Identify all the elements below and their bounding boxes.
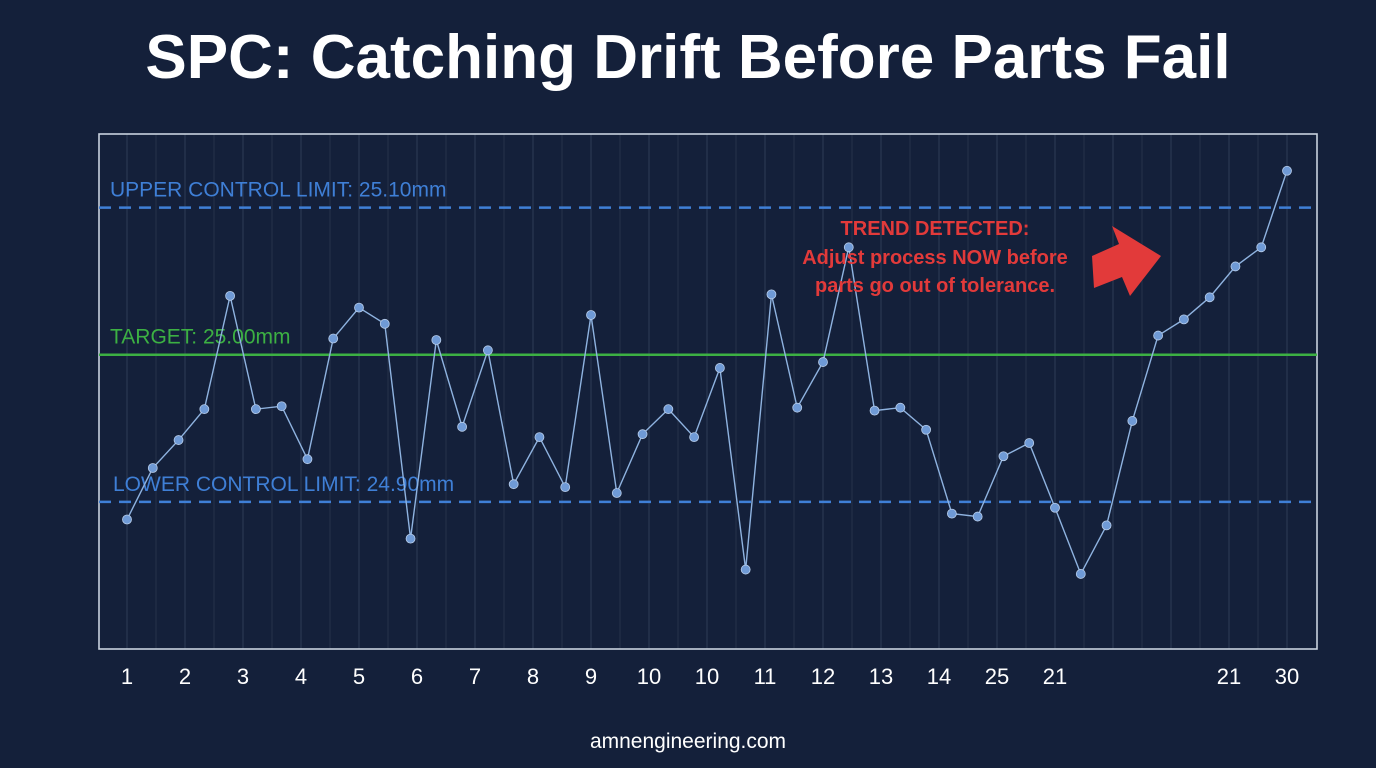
x-tick-label: 11 bbox=[754, 664, 777, 689]
target-label: TARGET: 25.00mm bbox=[110, 326, 291, 349]
trend-arrow-icon bbox=[1092, 226, 1161, 296]
x-tick-label: 14 bbox=[927, 664, 951, 689]
data-point bbox=[1230, 261, 1241, 272]
ucl-label: UPPER CONTROL LIMIT: 25.10mm bbox=[110, 179, 446, 202]
data-point bbox=[843, 242, 854, 253]
measurement-series bbox=[122, 165, 1292, 579]
data-point bbox=[1050, 502, 1060, 513]
data-point bbox=[354, 302, 364, 313]
control-limits: UPPER CONTROL LIMIT: 25.10mm LOWER CONTRO… bbox=[99, 179, 1317, 504]
data-point bbox=[457, 421, 468, 432]
data-point bbox=[560, 482, 571, 493]
data-point bbox=[405, 533, 416, 544]
data-point bbox=[147, 463, 158, 473]
annotation-line-3: parts go out of tolerance. bbox=[815, 275, 1055, 297]
data-point bbox=[1256, 242, 1267, 253]
data-point bbox=[276, 401, 287, 412]
data-point bbox=[869, 405, 880, 416]
data-point bbox=[328, 333, 339, 344]
data-point bbox=[1075, 569, 1086, 579]
data-point bbox=[740, 564, 751, 575]
data-point bbox=[714, 363, 725, 373]
data-point bbox=[250, 404, 261, 415]
x-tick-label: 4 bbox=[295, 664, 307, 689]
x-tick-label: 9 bbox=[585, 664, 597, 689]
x-tick-label: 3 bbox=[237, 664, 249, 689]
footer-source: amnengineering.com bbox=[589, 730, 787, 753]
data-point bbox=[431, 335, 442, 345]
data-point bbox=[766, 289, 777, 300]
x-tick-label: 2 bbox=[179, 664, 191, 689]
data-point bbox=[225, 290, 236, 301]
data-point bbox=[199, 404, 210, 415]
data-point bbox=[611, 488, 622, 498]
plot-area-frame bbox=[98, 133, 1318, 650]
series-line bbox=[126, 170, 1288, 576]
annotation-line-2: Adjust process NOW before bbox=[802, 247, 1068, 269]
x-tick-label: 30 bbox=[1275, 664, 1299, 689]
x-tick-label: 21 bbox=[1043, 664, 1067, 689]
data-point bbox=[972, 511, 983, 522]
annotation-line-1: TREND DETECTED: bbox=[841, 218, 1030, 240]
data-point bbox=[302, 454, 313, 465]
x-tick-label: 10 bbox=[695, 664, 719, 689]
x-tick-label: 8 bbox=[527, 664, 539, 689]
lcl-label: LOWER CONTROL LIMIT: 24.90mm bbox=[113, 473, 454, 496]
data-point bbox=[921, 424, 932, 435]
data-point bbox=[1282, 165, 1292, 176]
data-point bbox=[1153, 330, 1164, 341]
x-tick-label: 6 bbox=[411, 664, 423, 689]
x-tick-label: 10 bbox=[637, 664, 661, 689]
data-point bbox=[792, 402, 803, 413]
data-point bbox=[895, 402, 906, 413]
x-tick-label: 21 bbox=[1217, 664, 1241, 689]
data-point bbox=[1178, 314, 1189, 325]
data-point bbox=[173, 435, 184, 445]
trend-annotation: TREND DETECTED: Adjust process NOW before… bbox=[802, 218, 1161, 297]
data-point bbox=[946, 508, 957, 519]
x-axis-ticks: 1 2 3 4 5 6 7 8 9 10 10 11 12 13 14 25 21 21 30 bbox=[121, 664, 1299, 689]
data-point bbox=[122, 514, 132, 525]
x-tick-label: 1 bbox=[121, 664, 133, 689]
data-point bbox=[1204, 292, 1215, 303]
grid bbox=[126, 134, 1288, 649]
x-tick-label: 7 bbox=[469, 664, 481, 689]
data-point bbox=[637, 429, 648, 440]
data-point bbox=[1127, 416, 1138, 426]
data-point bbox=[586, 310, 596, 320]
data-point bbox=[482, 345, 493, 356]
x-tick-label: 25 bbox=[985, 664, 1009, 689]
data-point bbox=[508, 479, 519, 490]
data-point bbox=[998, 451, 1009, 462]
x-tick-label: 13 bbox=[869, 664, 893, 689]
data-point bbox=[663, 404, 674, 415]
x-tick-label: 5 bbox=[353, 664, 365, 689]
x-tick-label: 12 bbox=[811, 664, 835, 689]
data-point bbox=[818, 357, 828, 367]
data-point bbox=[379, 318, 390, 329]
data-point bbox=[1101, 520, 1112, 531]
data-point bbox=[689, 432, 700, 443]
data-point bbox=[1024, 438, 1035, 448]
chart-title: SPC: Catching Drift Before Parts Fail bbox=[145, 23, 1231, 92]
data-point bbox=[534, 432, 545, 443]
